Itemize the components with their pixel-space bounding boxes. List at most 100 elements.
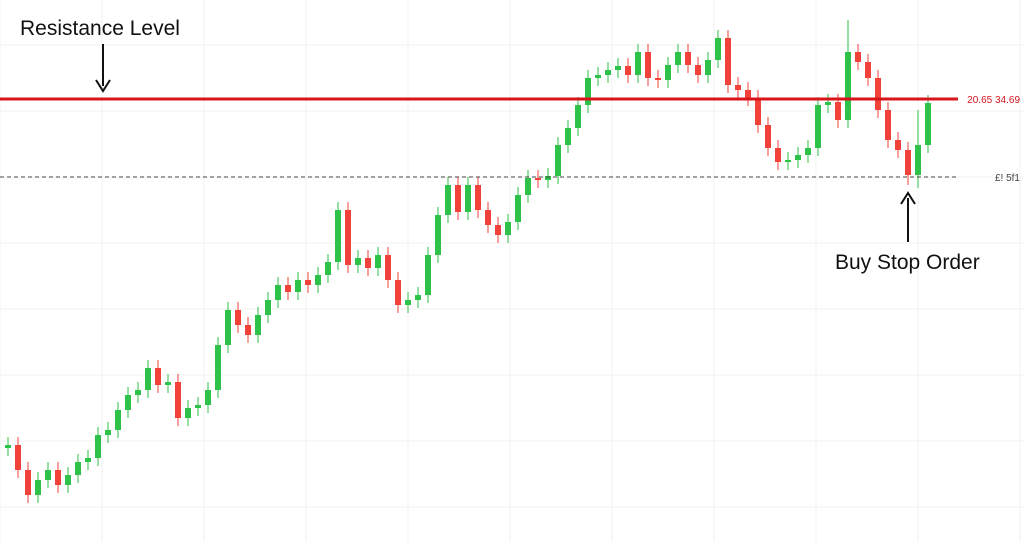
candle-body bbox=[845, 52, 851, 120]
candle-body bbox=[705, 60, 711, 75]
candle-body bbox=[575, 105, 581, 128]
candle-body bbox=[125, 395, 131, 410]
candle-body bbox=[335, 210, 341, 262]
candle-body bbox=[785, 160, 791, 162]
candle-body bbox=[15, 445, 21, 470]
candle-body bbox=[65, 475, 71, 485]
candle-body bbox=[175, 382, 181, 418]
candle-body bbox=[585, 78, 591, 105]
candle-body bbox=[895, 140, 901, 150]
candle-body bbox=[55, 470, 61, 485]
arrow-head bbox=[95, 79, 111, 93]
candle-body bbox=[595, 75, 601, 78]
candle-body bbox=[325, 262, 331, 275]
candle-body bbox=[405, 300, 411, 305]
candle-body bbox=[495, 225, 501, 235]
candle-body bbox=[195, 405, 201, 408]
candle-body bbox=[275, 285, 281, 300]
candle-body bbox=[205, 390, 211, 405]
level-label: 20.65 34.69 bbox=[967, 95, 1020, 106]
candle-body bbox=[725, 38, 731, 85]
candle-body bbox=[645, 52, 651, 78]
candle-body bbox=[235, 310, 241, 325]
candle-body bbox=[255, 315, 261, 335]
candle-body bbox=[385, 255, 391, 280]
candle-body bbox=[685, 52, 691, 65]
candle-body bbox=[395, 280, 401, 305]
candle-body bbox=[75, 462, 81, 475]
candle-body bbox=[655, 78, 661, 80]
candle-body bbox=[565, 128, 571, 145]
candle-body bbox=[505, 222, 511, 235]
candle-body bbox=[765, 125, 771, 148]
candle-body bbox=[885, 110, 891, 140]
candle-body bbox=[715, 38, 721, 60]
candles bbox=[5, 20, 931, 503]
candle-body bbox=[815, 105, 821, 148]
candle-body bbox=[415, 295, 421, 300]
arrow-head bbox=[900, 191, 916, 205]
candle-body bbox=[515, 195, 521, 222]
candle-body bbox=[285, 285, 291, 292]
candle-body bbox=[305, 280, 311, 285]
candle-body bbox=[615, 66, 621, 70]
candle-body bbox=[795, 155, 801, 160]
candle-body bbox=[625, 66, 631, 75]
candle-body bbox=[485, 210, 491, 225]
candle-body bbox=[445, 185, 451, 215]
candle-body bbox=[465, 185, 471, 212]
candle-body bbox=[905, 150, 911, 175]
candle-body bbox=[735, 85, 741, 90]
candle-body bbox=[475, 185, 481, 210]
annotation: Buy Stop Order bbox=[835, 251, 980, 274]
candle-body bbox=[165, 382, 171, 385]
candle-body bbox=[455, 185, 461, 212]
candle-body bbox=[825, 102, 831, 105]
candle-body bbox=[5, 445, 11, 448]
candle-body bbox=[355, 258, 361, 265]
candle-body bbox=[345, 210, 351, 265]
candle-body bbox=[605, 70, 611, 75]
candle-body bbox=[365, 258, 371, 268]
candle-body bbox=[145, 368, 151, 390]
candle-body bbox=[375, 255, 381, 268]
candle-body bbox=[875, 78, 881, 110]
candle-body bbox=[855, 52, 861, 62]
candle-body bbox=[265, 300, 271, 315]
candle-body bbox=[25, 470, 31, 495]
candle-body bbox=[525, 178, 531, 195]
candle-body bbox=[925, 103, 931, 145]
candle-body bbox=[635, 52, 641, 75]
candle-body bbox=[185, 408, 191, 418]
candle-body bbox=[225, 310, 231, 345]
candle-body bbox=[295, 280, 301, 292]
candle-body bbox=[865, 62, 871, 78]
candle-body bbox=[775, 148, 781, 162]
candle-body bbox=[435, 215, 441, 255]
candle-body bbox=[915, 145, 921, 175]
candle-body bbox=[115, 410, 121, 430]
candle-body bbox=[315, 275, 321, 285]
levels: 20.65 34.69 £! 5f1 bbox=[0, 95, 1020, 184]
candle-body bbox=[835, 102, 841, 120]
candle-body bbox=[535, 178, 541, 180]
candle-body bbox=[805, 148, 811, 155]
candle-body bbox=[695, 65, 701, 75]
candle-body bbox=[85, 458, 91, 462]
candle-body bbox=[665, 65, 671, 80]
candle-body bbox=[95, 435, 101, 458]
candle-body bbox=[545, 176, 551, 180]
candle-body bbox=[745, 90, 751, 98]
candle-body bbox=[425, 255, 431, 295]
candle-body bbox=[555, 145, 561, 176]
candle-body bbox=[245, 325, 251, 335]
candle-body bbox=[755, 98, 761, 125]
candle-body bbox=[135, 390, 141, 395]
candle-body bbox=[215, 345, 221, 390]
candle-body bbox=[155, 368, 161, 385]
level-label: £! 5f1 bbox=[995, 173, 1020, 184]
candle-body bbox=[105, 430, 111, 435]
candle-body bbox=[35, 480, 41, 495]
